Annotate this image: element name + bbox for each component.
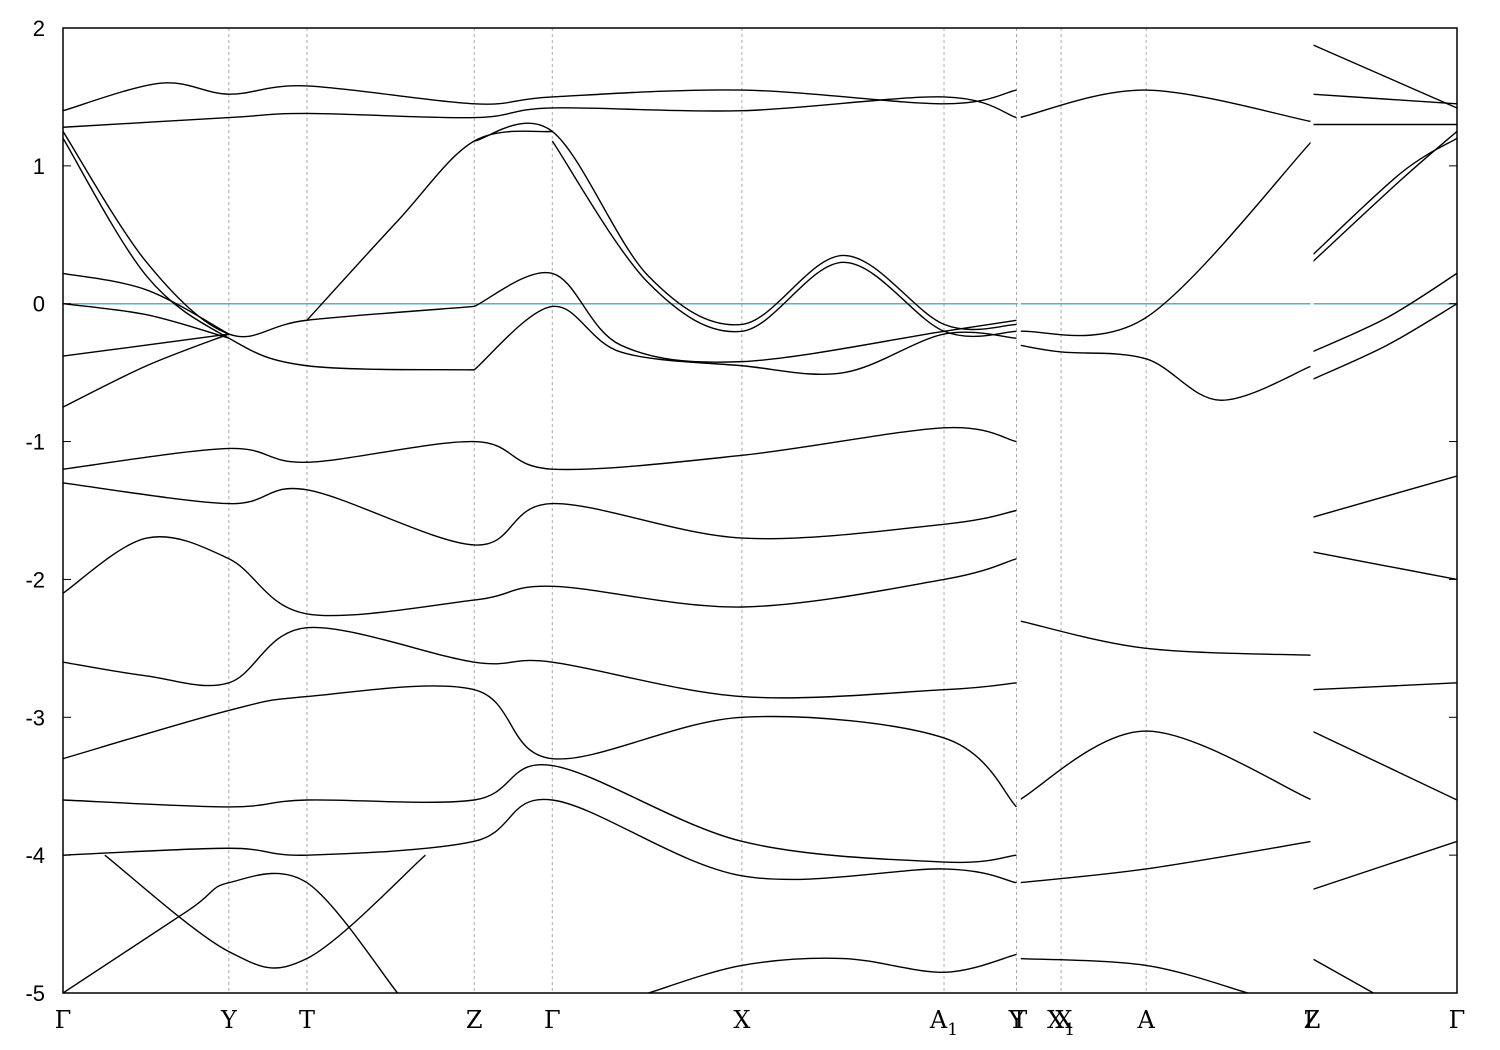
ytick-label-1: -4 — [25, 843, 45, 868]
kpoint-label-14: Γ — [1449, 1006, 1466, 1034]
band-line-18 — [63, 82, 1017, 112]
kpoint-label-6: A1 — [929, 1006, 958, 1040]
band-line-3 — [63, 303, 230, 339]
ytick-label-7: 2 — [33, 16, 45, 41]
band-line-22 — [1311, 43, 1457, 109]
discontinuity-markers — [1017, 29, 1314, 992]
kpoint-label-1: Y — [220, 1006, 238, 1034]
kpoint-label-8: T — [1011, 1006, 1027, 1034]
band-line-34 — [1311, 957, 1374, 993]
band-line-31 — [104, 854, 426, 969]
high-symmetry-gridlines — [228, 28, 1147, 993]
kpoint-label-2: T — [299, 1006, 315, 1034]
ytick-label-4: -1 — [25, 430, 45, 455]
band-line-41 — [1311, 475, 1457, 519]
band-series-group — [63, 43, 1457, 993]
x-axis-kpoint-labels: Γ Y T Z Γ X A1 YT X1X A ZL Γ — [55, 1006, 1466, 1040]
band-line-11 — [1019, 140, 1313, 337]
band-line-39 — [1311, 840, 1457, 891]
ytick-label-6: 1 — [33, 154, 45, 179]
band-line-33 — [1019, 957, 1249, 993]
ytick-label-3: -2 — [25, 567, 45, 592]
band-line-28 — [63, 763, 1017, 864]
kpoint-label-5: X — [733, 1006, 750, 1034]
band-line-42 — [1311, 551, 1457, 581]
band-line-9 — [473, 271, 1017, 363]
band-line-35 — [1019, 620, 1313, 656]
band-line-17 — [63, 96, 1017, 128]
band-line-15 — [1311, 272, 1457, 353]
ytick-label-5: 0 — [33, 292, 45, 317]
band-line-13 — [1311, 130, 1457, 263]
band-line-29 — [63, 798, 1017, 884]
band-line-36 — [1018, 730, 1313, 801]
band-line-32 — [648, 953, 1017, 993]
band-line-25 — [63, 536, 1017, 617]
band-line-40 — [1311, 682, 1457, 691]
kpoint-label-10: X — [1055, 1006, 1072, 1034]
band-line-2 — [63, 272, 230, 335]
band-line-30 — [63, 872, 399, 993]
band-line-4 — [63, 333, 229, 357]
ytick-label-0: -5 — [25, 981, 45, 1006]
band-line-26 — [63, 626, 1017, 699]
band-line-7 — [474, 122, 1017, 331]
band-line-6 — [306, 130, 553, 321]
kpoint-label-4: Γ — [544, 1006, 561, 1034]
band-line-0 — [63, 131, 475, 338]
band-line-1 — [63, 137, 475, 371]
band-line-14 — [1311, 137, 1457, 256]
kpoint-subscript-9: 1 — [1064, 1020, 1075, 1040]
kpoint-label-3: Z — [466, 1006, 483, 1034]
kpoint-label-7: Y — [1008, 1006, 1026, 1034]
band-line-23 — [63, 426, 1017, 471]
band-line-37 — [1019, 840, 1313, 884]
plot-frame — [62, 27, 1458, 994]
kpoint-label-11: A — [1136, 1006, 1155, 1034]
band-line-10 — [473, 305, 1017, 375]
band-line-16 — [1311, 303, 1457, 381]
band-line-5 — [63, 333, 230, 408]
band-line-24 — [63, 482, 1017, 546]
kpoint-label-13: L — [1304, 1006, 1320, 1034]
band-line-19 — [1019, 89, 1313, 123]
band-line-27 — [63, 685, 1017, 808]
kpoint-label-0: Γ — [55, 1006, 72, 1034]
band-line-12 — [1019, 344, 1313, 401]
ytick-label-2: -3 — [25, 705, 45, 730]
kpoint-subscript-6: 1 — [947, 1020, 958, 1040]
kpoint-label-12: Z — [1304, 1006, 1321, 1034]
y-axis-ticks: -5 -4 -3 -2 -1 0 1 2 — [25, 16, 1457, 1006]
band-line-38 — [1311, 730, 1457, 801]
